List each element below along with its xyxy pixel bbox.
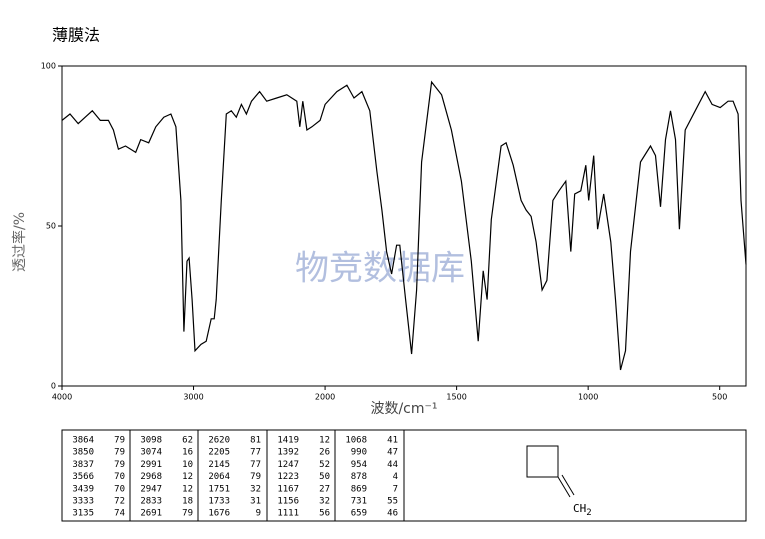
x-axis-label: 波数/cm⁻¹	[370, 401, 437, 417]
peak-wavenumber: 1419	[277, 436, 299, 446]
peak-transmittance: 70	[114, 484, 125, 494]
peak-transmittance: 9	[256, 509, 261, 519]
peak-wavenumber: 990	[351, 448, 367, 458]
peak-wavenumber: 2947	[140, 484, 162, 494]
peak-wavenumber: 3333	[72, 497, 94, 507]
peak-wavenumber: 659	[351, 509, 367, 519]
x-tick-label: 500	[712, 393, 727, 402]
peak-transmittance: 46	[387, 509, 398, 519]
peak-wavenumber: 1223	[277, 472, 299, 482]
peak-wavenumber: 2205	[208, 448, 230, 458]
peak-wavenumber: 1733	[208, 497, 230, 507]
x-tick-label: 1500	[446, 393, 466, 402]
peak-transmittance: 72	[114, 497, 125, 507]
structure: CH2	[526, 445, 592, 518]
peak-wavenumber: 2833	[140, 497, 162, 507]
bond	[557, 476, 571, 498]
peak-wavenumber: 731	[351, 497, 367, 507]
peak-wavenumber: 3850	[72, 448, 94, 458]
group-label: CH2	[573, 502, 592, 518]
peak-transmittance: 44	[387, 460, 398, 470]
peak-transmittance: 62	[182, 436, 193, 446]
peak-wavenumber: 2620	[208, 436, 230, 446]
x-tick-label: 1000	[578, 393, 598, 402]
ring	[526, 445, 559, 478]
y-tick-label: 0	[51, 382, 56, 391]
peak-wavenumber: 3074	[140, 448, 162, 458]
peak-transmittance: 81	[250, 436, 261, 446]
peak-transmittance: 77	[250, 448, 261, 458]
peak-wavenumber: 1156	[277, 497, 299, 507]
peak-transmittance: 31	[250, 497, 261, 507]
peak-wavenumber: 3135	[72, 509, 94, 519]
peak-wavenumber: 2691	[140, 509, 162, 519]
peak-transmittance: 74	[114, 509, 125, 519]
group: CH	[573, 502, 586, 515]
x-tick-label: 4000	[52, 393, 72, 402]
peak-transmittance: 79	[114, 460, 125, 470]
peak-transmittance: 79	[182, 509, 193, 519]
peak-transmittance: 10	[182, 460, 193, 470]
peak-transmittance: 18	[182, 497, 193, 507]
peak-transmittance: 32	[250, 484, 261, 494]
peak-wavenumber: 1392	[277, 448, 299, 458]
peak-transmittance: 32	[319, 497, 330, 507]
x-tick-label: 2000	[315, 393, 335, 402]
watermark: 物竞数据库	[295, 249, 465, 289]
peak-wavenumber: 869	[351, 484, 367, 494]
spectrum-line	[61, 80, 747, 371]
peak-transmittance: 12	[319, 436, 330, 446]
subscript: 2	[586, 508, 591, 518]
peak-wavenumber: 3864	[72, 436, 94, 446]
peak-transmittance: 79	[114, 436, 125, 446]
peak-wavenumber: 3439	[72, 484, 94, 494]
peak-transmittance: 26	[319, 448, 330, 458]
peak-transmittance: 52	[319, 460, 330, 470]
peak-transmittance: 70	[114, 472, 125, 482]
peak-transmittance: 79	[114, 448, 125, 458]
peak-transmittance: 77	[250, 460, 261, 470]
peak-transmittance: 41	[387, 436, 398, 446]
peak-wavenumber: 2145	[208, 460, 230, 470]
peak-transmittance: 7	[393, 484, 398, 494]
peak-transmittance: 79	[250, 472, 261, 482]
plot-frame	[61, 65, 747, 387]
peak-transmittance: 12	[182, 472, 193, 482]
peak-wavenumber: 1167	[277, 484, 299, 494]
peak-transmittance: 16	[182, 448, 193, 458]
chart-title: 薄膜法	[52, 26, 100, 45]
peak-transmittance: 50	[319, 472, 330, 482]
y-tick-label: 50	[46, 222, 56, 231]
peak-wavenumber: 2968	[140, 472, 162, 482]
peak-transmittance: 56	[319, 509, 330, 519]
peak-wavenumber: 1676	[208, 509, 230, 519]
peak-transmittance: 12	[182, 484, 193, 494]
peak-wavenumber: 3837	[72, 460, 94, 470]
y-tick-label: 100	[41, 62, 56, 71]
peak-transmittance: 47	[387, 448, 398, 458]
peak-transmittance: 27	[319, 484, 330, 494]
peak-wavenumber: 1247	[277, 460, 299, 470]
peak-wavenumber: 2064	[208, 472, 230, 482]
peak-wavenumber: 3098	[140, 436, 162, 446]
peak-wavenumber: 954	[351, 460, 367, 470]
peak-wavenumber: 1111	[277, 509, 299, 519]
peak-wavenumber: 1068	[345, 436, 367, 446]
peak-wavenumber: 1751	[208, 484, 230, 494]
peak-wavenumber: 3566	[72, 472, 94, 482]
peak-transmittance: 4	[393, 472, 398, 482]
peak-transmittance: 55	[387, 497, 398, 507]
x-tick-label: 3000	[183, 393, 203, 402]
peak-wavenumber: 878	[351, 472, 367, 482]
peak-wavenumber: 2991	[140, 460, 162, 470]
bond	[561, 474, 575, 496]
y-axis-label: 透过率/%	[11, 212, 28, 272]
